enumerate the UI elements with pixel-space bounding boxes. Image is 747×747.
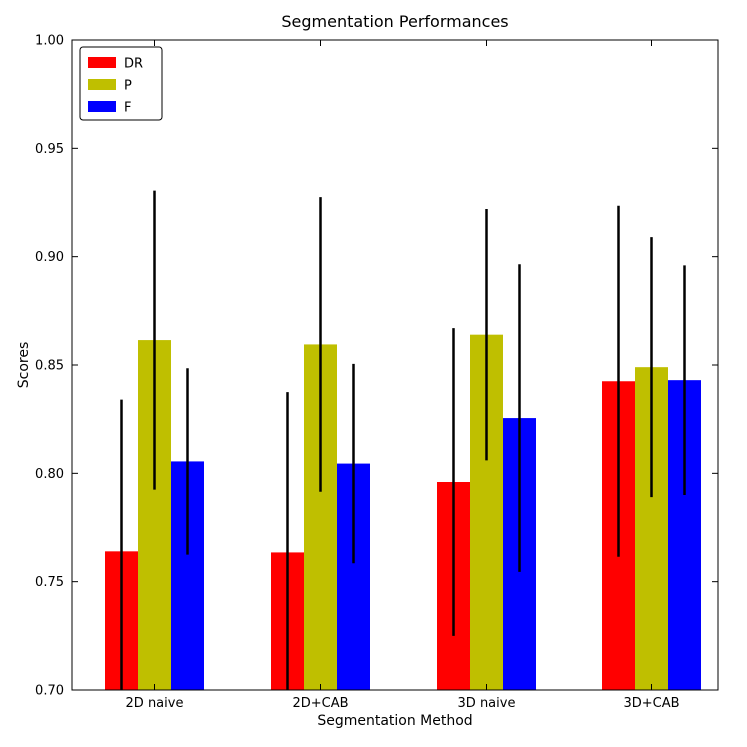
y-tick-label: 0.75: [35, 575, 64, 590]
y-axis-title: Scores: [16, 342, 32, 389]
x-tick-label: 3D naive: [458, 696, 516, 711]
legend-swatch-f: [88, 101, 116, 112]
x-axis: 2D naive 2D+CAB 3D naive 3D+CAB: [126, 40, 680, 711]
legend-label-f: F: [124, 101, 131, 116]
y-tick-label: 0.95: [35, 142, 64, 157]
x-axis-title: Segmentation Method: [317, 713, 472, 729]
y-tick-label: 0.90: [35, 250, 64, 265]
legend-label-p: P: [124, 79, 132, 94]
y-tick-label: 0.80: [35, 467, 64, 482]
y-tick-label: 1.00: [35, 34, 64, 49]
y-tick-label: 0.85: [35, 359, 64, 374]
y-axis: 0.70 0.75 0.80 0.85 0.90 0.95 1.00: [35, 34, 718, 699]
legend-label-dr: DR: [124, 57, 143, 72]
legend-swatch-p: [88, 79, 116, 90]
x-tick-label: 2D+CAB: [292, 696, 348, 711]
chart-title: Segmentation Performances: [281, 12, 508, 31]
legend: DR PF: [79, 46, 163, 121]
legend-swatch-dr: [88, 57, 116, 68]
x-tick-label: 3D+CAB: [623, 696, 679, 711]
x-tick-label: 2D naive: [126, 696, 184, 711]
plot-marks: [105, 190, 701, 690]
y-tick-label: 0.70: [35, 684, 64, 699]
